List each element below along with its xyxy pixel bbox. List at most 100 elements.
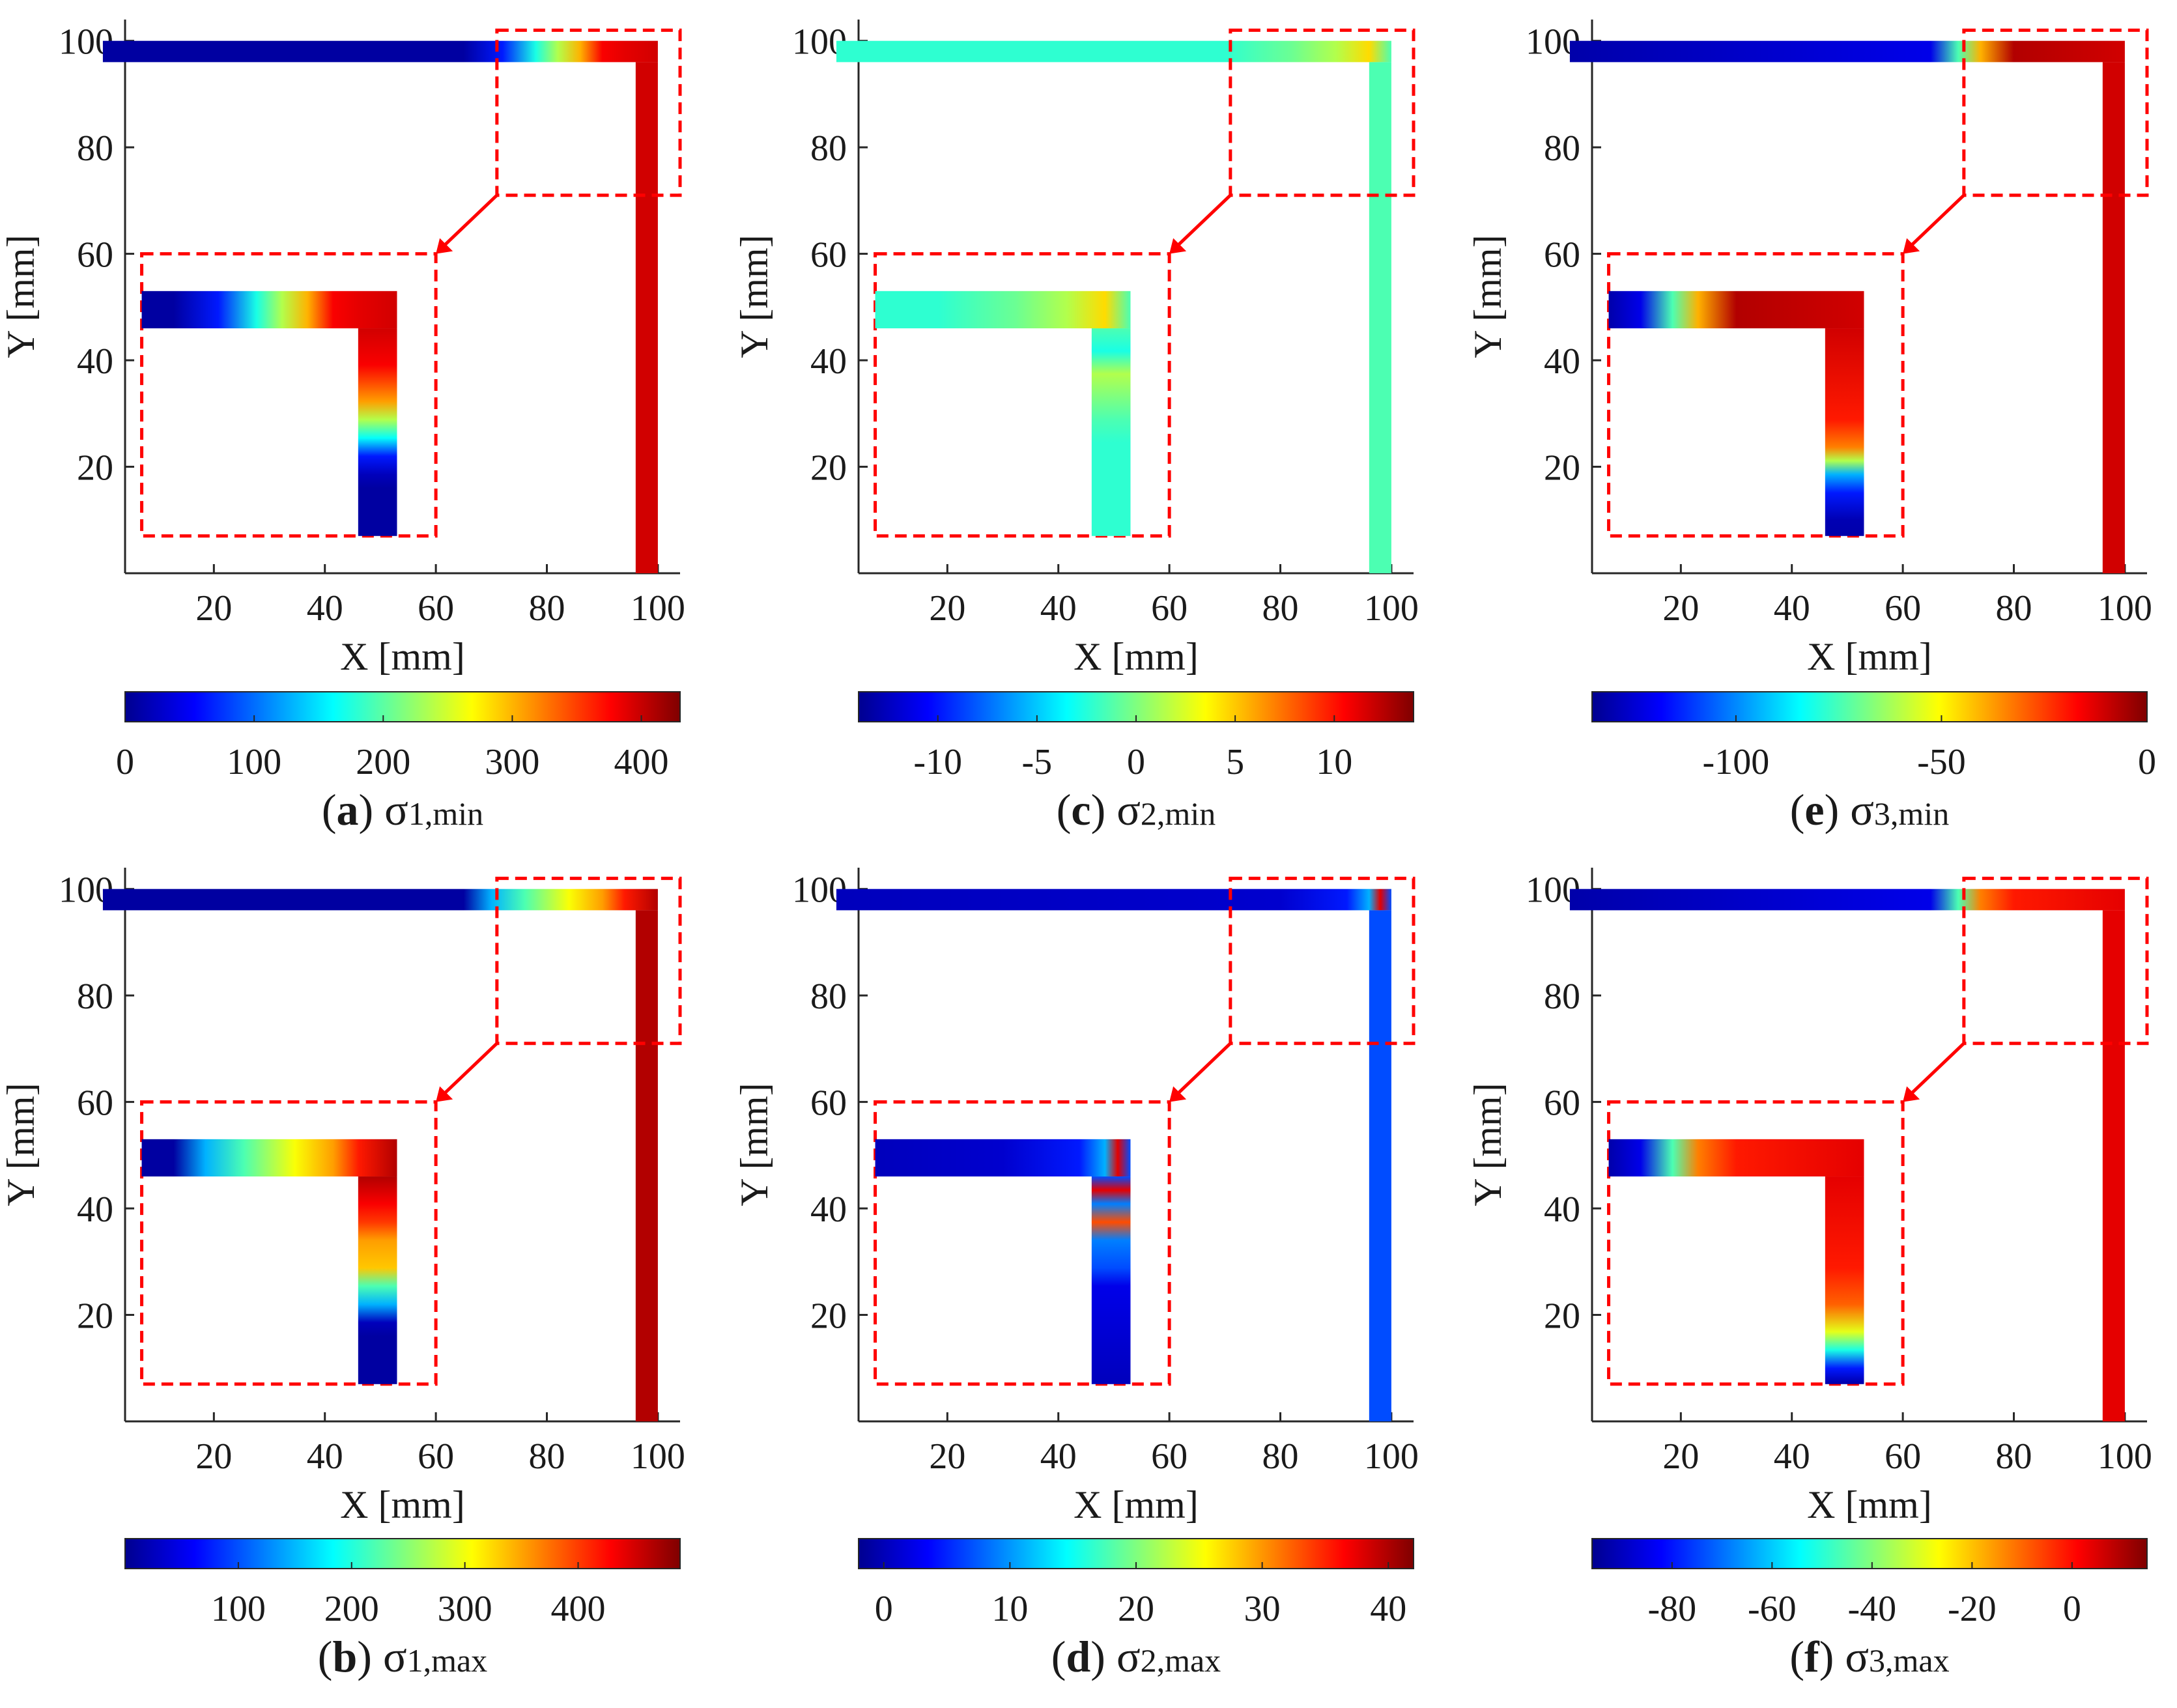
horizontal-arm-field xyxy=(102,889,658,911)
x-tick-label: 40 xyxy=(1774,588,1810,629)
panel-caption: (d) σ2,max xyxy=(1051,1632,1221,1681)
zoom-arrow xyxy=(1908,193,1965,249)
zoom-source-box xyxy=(1229,28,1416,197)
caption-paren-close: ) xyxy=(1825,785,1851,834)
panel-caption: (b) σ1,max xyxy=(318,1632,487,1681)
y-tick-label: 80 xyxy=(77,128,113,169)
y-tick-label: 20 xyxy=(77,448,113,489)
zoom-source-box xyxy=(1962,28,2149,197)
colorbar-tick-label: -80 xyxy=(1647,1589,1696,1629)
y-tick-label: 40 xyxy=(1544,341,1580,382)
x-tick-label: 100 xyxy=(631,1436,685,1477)
colorbar-tick-label: 0 xyxy=(875,1589,893,1629)
x-tick-label: 60 xyxy=(1151,1436,1188,1477)
y-tick-label: 40 xyxy=(77,341,113,382)
colorbar-tick-label: 20 xyxy=(1118,1589,1154,1629)
colorbar-tick-label: -100 xyxy=(1703,742,1770,782)
caption-letter: e xyxy=(1804,785,1824,834)
zoom-arrow-head xyxy=(436,238,453,254)
panel-caption: (f) σ3,max xyxy=(1789,1632,1949,1681)
x-tick-label: 40 xyxy=(1040,1436,1077,1477)
y-axis-label: Y [mm] xyxy=(0,235,42,358)
colorbar-tick-label: 100 xyxy=(227,742,281,782)
caption-subscript: 2,min xyxy=(1141,795,1216,832)
colorbar-tick-label: 0 xyxy=(2063,1589,2081,1629)
zoom-inset-box xyxy=(874,1100,1171,1386)
zoom-source-box xyxy=(495,28,682,197)
y-tick-label: 60 xyxy=(1544,235,1580,276)
y-tick-label: 40 xyxy=(810,1189,847,1230)
caption-subscript: 1,max xyxy=(407,1642,488,1679)
colorbar-tick-label: -10 xyxy=(913,742,962,782)
zoom-arrow xyxy=(1908,1042,1965,1097)
caption-symbol: σ xyxy=(1850,785,1874,834)
y-tick-label: 60 xyxy=(77,1083,113,1124)
x-tick-label: 60 xyxy=(1885,1436,1921,1477)
colorbar-tick-label: 10 xyxy=(991,1589,1028,1629)
colorbar-tick-label: -60 xyxy=(1748,1589,1797,1629)
caption-paren-open: ( xyxy=(1790,785,1805,834)
x-tick-label: 20 xyxy=(929,1436,965,1477)
colorbar-tick-label: -40 xyxy=(1848,1589,1897,1629)
inset-vertical-field xyxy=(358,328,397,536)
x-tick-label: 80 xyxy=(1262,1436,1299,1477)
colorbar xyxy=(1591,691,2148,722)
caption-letter: c xyxy=(1071,785,1090,834)
y-axis-label: Y [mm] xyxy=(1466,235,1509,358)
y-tick-label: 80 xyxy=(1544,976,1580,1017)
x-tick-label: 80 xyxy=(1262,588,1299,629)
caption-paren-close: ) xyxy=(357,1632,383,1681)
y-tick-label: 80 xyxy=(77,976,113,1017)
x-tick-label: 80 xyxy=(1996,1436,2032,1477)
zoom-arrow xyxy=(441,193,498,249)
vertical-arm-field xyxy=(2102,62,2125,573)
inset-horizontal-field xyxy=(1608,291,1864,329)
vertical-arm-field xyxy=(635,910,658,1421)
zoom-inset-box xyxy=(1607,1100,1905,1386)
x-axis-label: X [mm] xyxy=(340,635,465,678)
x-tick-label: 100 xyxy=(631,588,685,629)
x-tick-label: 80 xyxy=(529,1436,565,1477)
colorbar-tick-label: 30 xyxy=(1244,1589,1281,1629)
x-tick-label: 20 xyxy=(929,588,965,629)
x-tick-label: 20 xyxy=(195,1436,232,1477)
horizontal-arm-field xyxy=(1569,40,2125,63)
colorbar-tick-label: -5 xyxy=(1022,742,1053,782)
colorbar-tick-label: 300 xyxy=(438,1589,492,1629)
colorbar-tick-label: 200 xyxy=(324,1589,379,1629)
x-tick-label: 40 xyxy=(1774,1436,1810,1477)
inset-horizontal-field xyxy=(1608,1139,1864,1177)
colorbar-tick-label: 200 xyxy=(356,742,410,782)
colorbar-tick-label: 40 xyxy=(1370,1589,1406,1629)
inset-vertical-field xyxy=(1091,1176,1131,1384)
y-axis-label: Y [mm] xyxy=(733,235,776,358)
x-tick-label: 40 xyxy=(307,1436,343,1477)
x-tick-label: 60 xyxy=(418,588,454,629)
zoom-inset-box xyxy=(140,252,438,538)
zoom-arrow-head xyxy=(1903,1086,1920,1102)
y-axis-label: Y [mm] xyxy=(733,1083,776,1206)
y-tick-label: 60 xyxy=(810,1083,847,1124)
zoom-source-box xyxy=(1962,876,2149,1046)
y-tick-label: 20 xyxy=(810,1296,847,1337)
y-tick-label: 20 xyxy=(810,448,847,489)
x-axis-label: X [mm] xyxy=(1074,635,1199,678)
colorbar-tick-label: 400 xyxy=(551,1589,606,1629)
caption-paren-open: ( xyxy=(1057,785,1072,834)
inset-horizontal-field xyxy=(875,1139,1131,1177)
y-tick-label: 20 xyxy=(1544,448,1580,489)
colorbar-tick-label: 300 xyxy=(485,742,539,782)
x-tick-label: 60 xyxy=(1151,588,1188,629)
y-tick-label: 80 xyxy=(1544,128,1580,169)
horizontal-arm-field xyxy=(1569,889,2125,911)
caption-symbol: σ xyxy=(384,785,408,834)
zoom-arrow xyxy=(1174,193,1232,249)
x-axis-label: X [mm] xyxy=(1807,1483,1932,1526)
colorbar-tick-label: 100 xyxy=(211,1589,266,1629)
y-tick-label: 80 xyxy=(810,976,847,1017)
colorbar-tick-label: 400 xyxy=(614,742,669,782)
panel-caption: (c) σ2,min xyxy=(1057,785,1216,834)
inset-vertical-field xyxy=(1825,1176,1864,1384)
